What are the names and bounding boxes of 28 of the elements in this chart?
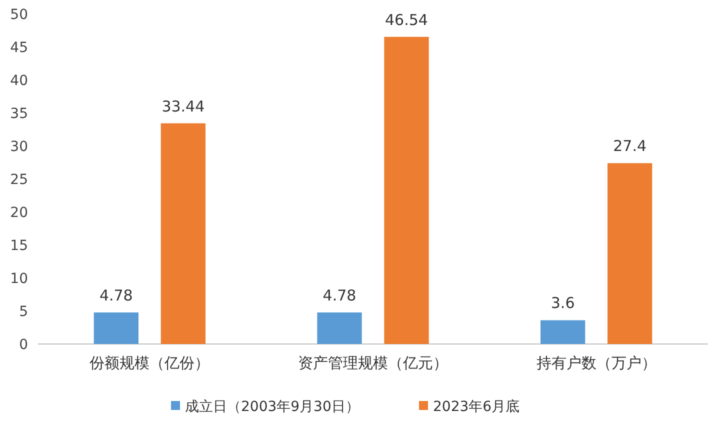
bar (384, 36, 429, 344)
y-tick-label: 0 (19, 336, 28, 353)
legend-label: 成立日（2003年9月30日） (185, 398, 360, 415)
y-tick-label: 10 (10, 270, 28, 287)
bar (608, 163, 652, 344)
text: 27.4 (613, 137, 647, 156)
text: 4.78 (322, 286, 356, 304)
y-tick-label: 25 (10, 172, 28, 188)
legend-label: 2023年6月底 (433, 398, 520, 415)
y-tick-label: 30 (10, 138, 28, 155)
bar (540, 320, 586, 344)
bar (160, 123, 206, 344)
text: 33.44 (162, 97, 205, 116)
y-tick-label: 35 (10, 106, 28, 122)
y-tick-label: 15 (10, 238, 28, 254)
bar (94, 312, 138, 344)
text: 3.6 (550, 294, 575, 312)
y-tick-label: 5 (19, 304, 28, 320)
y-tick-label: 50 (10, 6, 28, 23)
y-tick-label: 40 (10, 72, 28, 89)
y-tick-label: 20 (10, 204, 28, 221)
text: 4.78 (99, 286, 133, 304)
text: 46.54 (385, 10, 428, 29)
y-tick-label: 45 (10, 40, 28, 56)
bar (317, 312, 362, 344)
x-tick-label: 持有户数（万户） (536, 354, 656, 372)
x-tick-label: 份额规模（亿份） (90, 354, 210, 372)
x-tick-label: 资产管理规模（亿元） (298, 354, 448, 372)
